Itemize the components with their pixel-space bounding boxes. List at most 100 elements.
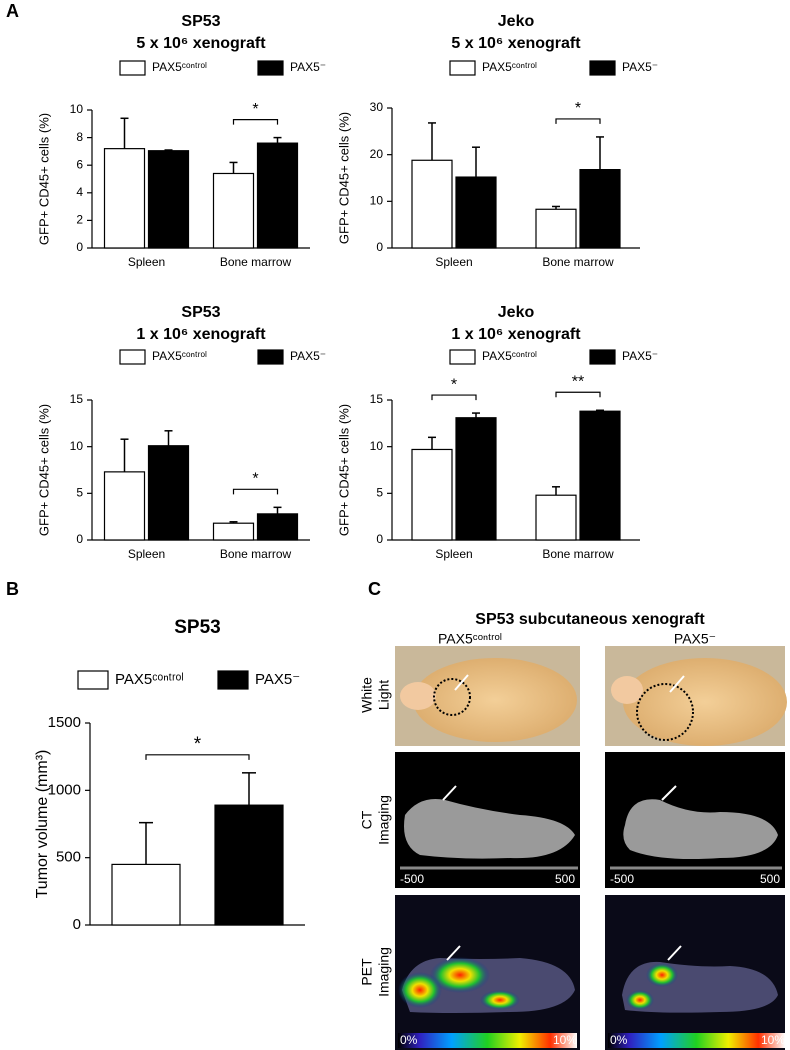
significance-bracket xyxy=(232,488,279,495)
legend-swatch xyxy=(217,670,249,690)
y-tick-label: 10 xyxy=(70,439,84,453)
significance-bracket xyxy=(145,754,250,760)
row-label: White xyxy=(359,677,375,713)
y-tick-label: 1500 xyxy=(48,714,81,731)
legend-label: PAX5ᶜᵒⁿᵗʳᵒˡ xyxy=(115,671,184,688)
chart-title: SP53 xyxy=(174,617,220,638)
significance-bracket xyxy=(555,118,601,124)
chart-title: 1 x 10⁶ xenograft xyxy=(136,326,266,343)
significance-bracket xyxy=(232,119,279,125)
legend-swatch xyxy=(589,349,616,365)
legend-label: PAX5⁻ xyxy=(622,60,658,74)
y-tick-label: 6 xyxy=(76,157,83,171)
panel-label: B xyxy=(6,579,19,599)
y-tick-label: 30 xyxy=(370,100,384,114)
chart-title: 5 x 10⁶ xenograft xyxy=(136,35,266,52)
scale-label: -500 xyxy=(610,872,634,886)
y-axis-label: Tumor volume (mm³) xyxy=(34,750,51,899)
bar xyxy=(147,150,190,249)
y-axis-label: GFP+ CD45+ cells (%) xyxy=(336,112,351,244)
y-tick-label: 0 xyxy=(73,916,81,933)
legend-swatch xyxy=(449,60,476,76)
y-tick-label: 10 xyxy=(370,439,384,453)
bar xyxy=(111,863,181,926)
imaging-panel: SP53 subcutaneous xenograft PAX5ᶜᵒⁿᵗʳᵒˡ … xyxy=(359,611,787,1050)
chart-title: SP53 xyxy=(181,304,220,321)
x-tick-label: Spleen xyxy=(435,547,472,561)
significance-label: ** xyxy=(572,373,584,390)
y-tick-label: 15 xyxy=(70,392,84,406)
legend-swatch xyxy=(449,349,476,365)
legend-swatch xyxy=(589,60,616,76)
y-tick-label: 4 xyxy=(76,185,83,199)
y-tick-label: 0 xyxy=(376,532,383,546)
y-axis-label: GFP+ CD45+ cells (%) xyxy=(36,113,51,245)
legend-swatch xyxy=(257,60,284,76)
bar xyxy=(212,172,255,249)
y-tick-label: 0 xyxy=(376,240,383,254)
bar xyxy=(256,142,299,249)
bar xyxy=(411,448,453,541)
chart-title: 5 x 10⁶ xenograft xyxy=(451,35,581,52)
significance-label: * xyxy=(252,101,258,118)
bar xyxy=(256,513,299,541)
x-tick-label: Spleen xyxy=(435,255,472,269)
column-header: PAX5⁻ xyxy=(674,631,716,647)
imaging-title: SP53 subcutaneous xenograft xyxy=(475,611,705,628)
x-tick-label: Bone marrow xyxy=(542,547,614,561)
ct-image: -500 500 xyxy=(395,752,580,888)
bar xyxy=(535,208,577,249)
x-tick-label: Spleen xyxy=(128,255,165,269)
bar xyxy=(147,445,190,541)
legend-label: PAX5⁻ xyxy=(255,671,300,688)
y-tick-label: 10 xyxy=(70,102,84,116)
x-tick-label: Bone marrow xyxy=(542,255,614,269)
panel-label: C xyxy=(368,579,381,599)
bar xyxy=(579,410,621,541)
row-label: Imaging xyxy=(376,947,392,997)
y-axis-label: GFP+ CD45+ cells (%) xyxy=(336,404,351,536)
legend-swatch xyxy=(119,349,146,365)
y-tick-label: 500 xyxy=(56,849,81,866)
y-tick-label: 0 xyxy=(76,532,83,546)
scale-label: 500 xyxy=(555,872,575,886)
legend-swatch xyxy=(257,349,284,365)
pet-image: 0% 10% xyxy=(395,895,580,1050)
legend-swatch xyxy=(77,670,109,690)
chart-title: SP53 xyxy=(181,13,220,30)
y-axis-label: GFP+ CD45+ cells (%) xyxy=(36,404,51,536)
x-tick-label: Spleen xyxy=(128,547,165,561)
bar xyxy=(214,804,284,926)
y-tick-label: 20 xyxy=(370,147,384,161)
chart-title: Jeko xyxy=(498,304,535,321)
bar xyxy=(455,417,497,541)
y-tick-label: 8 xyxy=(76,130,83,144)
bar xyxy=(212,522,255,541)
row-label: CT xyxy=(359,810,375,829)
scale-label: 10% xyxy=(761,1033,785,1047)
bar xyxy=(411,159,453,249)
chart-title: Jeko xyxy=(498,13,535,30)
scale-label: -500 xyxy=(400,872,424,886)
y-tick-label: 15 xyxy=(370,392,384,406)
scale-label: 500 xyxy=(760,872,780,886)
y-tick-label: 10 xyxy=(370,194,384,208)
x-tick-label: Bone marrow xyxy=(220,547,292,561)
significance-label: * xyxy=(252,471,258,488)
y-tick-label: 5 xyxy=(376,486,383,500)
legend-label: PAX5ᶜᵒⁿᵗʳᵒˡ xyxy=(152,349,207,363)
legend-label: PAX5⁻ xyxy=(622,349,658,363)
legend-label: PAX5ᶜᵒⁿᵗʳᵒˡ xyxy=(482,349,537,363)
x-tick-label: Bone marrow xyxy=(220,255,292,269)
photo xyxy=(395,646,580,746)
legend-label: PAX5ᶜᵒⁿᵗʳᵒˡ xyxy=(152,60,207,74)
significance-bracket xyxy=(555,391,601,398)
bar xyxy=(103,471,146,541)
significance-bracket xyxy=(431,394,477,401)
y-tick-label: 5 xyxy=(76,486,83,500)
scale-label: 10% xyxy=(553,1033,577,1047)
row-label: PET xyxy=(359,958,375,986)
legend-swatch xyxy=(119,60,146,76)
bar xyxy=(535,494,577,541)
